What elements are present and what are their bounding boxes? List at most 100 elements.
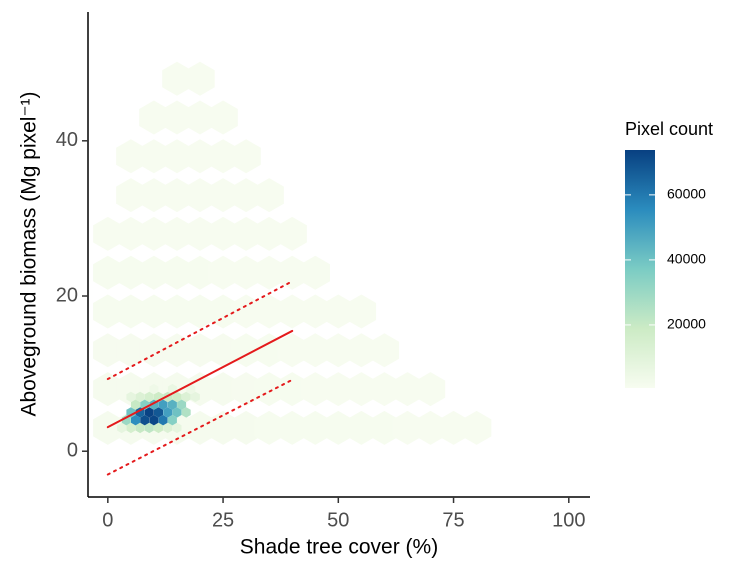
hex-cell — [185, 255, 215, 290]
hex-cell — [277, 255, 307, 290]
hex-cell — [116, 178, 146, 213]
x-tick-label: 100 — [552, 509, 585, 531]
hex-cell — [300, 294, 330, 329]
hex-cell — [323, 410, 353, 445]
hex-cell — [162, 333, 192, 368]
hex-cell — [162, 294, 192, 329]
hex-cell — [392, 410, 423, 445]
hex-cell — [185, 216, 215, 251]
hex-cell — [149, 383, 159, 395]
hex-cell — [369, 333, 400, 368]
hex-cell — [277, 216, 307, 251]
hex-cell — [167, 415, 177, 426]
colorbar — [625, 150, 655, 388]
hex-cell — [208, 178, 238, 213]
hex-cell — [254, 372, 284, 407]
hex-cell — [186, 383, 196, 395]
interval-line — [106, 280, 294, 381]
hex-cell — [208, 372, 238, 407]
hex-cell — [369, 410, 400, 445]
hex-cell — [154, 407, 163, 418]
hex-cell — [190, 391, 200, 403]
hex-cell — [231, 372, 261, 407]
hex-cell — [167, 399, 177, 410]
hex-cell — [163, 407, 173, 418]
hex-cell — [231, 255, 261, 290]
hexbins — [93, 61, 492, 445]
x-tick-label: 50 — [327, 509, 349, 531]
hex-cell — [254, 178, 284, 213]
hex-cell — [277, 333, 307, 368]
hex-cell — [162, 178, 192, 213]
hex-cell — [139, 255, 169, 290]
hex-cell — [135, 422, 145, 434]
colorbar-tick-label: 60000 — [667, 186, 706, 202]
hex-cell — [126, 422, 136, 434]
interval-line — [106, 378, 294, 476]
fit-line — [106, 329, 294, 429]
hex-cell — [154, 422, 163, 434]
hex-cell — [415, 372, 446, 407]
hex-cell — [158, 399, 168, 410]
hex-cell — [208, 100, 238, 135]
hex-cell — [277, 410, 307, 445]
hex-cell — [162, 255, 192, 290]
hex-cell — [254, 333, 284, 368]
hex-cell — [149, 415, 159, 426]
hex-cell — [300, 410, 330, 445]
hex-cell — [181, 407, 191, 418]
hex-cell — [139, 178, 169, 213]
hex-cell — [116, 216, 146, 251]
hex-cell — [277, 294, 307, 329]
x-tick-label: 0 — [102, 509, 113, 531]
y-tick-label: 40 — [56, 129, 78, 151]
hex-cell — [254, 255, 284, 290]
y-tick-label: 20 — [56, 284, 78, 306]
hex-cell — [208, 294, 238, 329]
hex-cell — [254, 216, 284, 251]
fit-lines — [106, 280, 294, 476]
hex-cell — [144, 407, 154, 418]
hex-cell — [231, 216, 261, 251]
hex-cell — [181, 391, 191, 403]
y-axis-title: Aboveground biomass (Mg pixel⁻¹) — [18, 91, 41, 416]
colorbar-tick-label: 20000 — [667, 316, 706, 332]
hex-cell — [185, 333, 215, 368]
hex-cell — [300, 333, 330, 368]
hex-cell — [346, 294, 377, 329]
hex-cell — [231, 139, 261, 174]
hex-cell — [346, 372, 377, 407]
legend-title: Pixel count — [625, 119, 713, 139]
hex-cell — [346, 333, 377, 368]
hex-cell — [300, 372, 330, 407]
hex-cell — [131, 399, 140, 410]
hex-cell — [438, 410, 469, 445]
hex-cell — [139, 216, 169, 251]
hex-cell — [185, 139, 215, 174]
hex-cell — [126, 391, 136, 403]
hex-cell — [392, 372, 423, 407]
hex-cell — [162, 216, 192, 251]
hex-cell — [177, 399, 187, 410]
hex-cell — [208, 139, 238, 174]
hex-cell — [163, 422, 173, 434]
hex-cell — [185, 61, 215, 96]
hex-cell — [144, 422, 154, 434]
hex-cell — [185, 100, 215, 135]
hex-cell — [231, 294, 261, 329]
hex-cell — [461, 410, 492, 445]
hex-cell — [139, 139, 169, 174]
hex-cell — [369, 372, 400, 407]
hex-cell — [208, 255, 238, 290]
y-tick-label: 0 — [67, 439, 78, 461]
hex-cell — [135, 391, 145, 403]
hex-cell — [277, 372, 307, 407]
x-tick-label: 75 — [442, 509, 464, 531]
hex-cell — [254, 410, 284, 445]
hex-cell — [185, 178, 215, 213]
hex-cell — [139, 100, 169, 135]
hex-cell — [231, 178, 261, 213]
colorbar-tick-label: 40000 — [667, 251, 706, 267]
hex-cell — [323, 372, 353, 407]
